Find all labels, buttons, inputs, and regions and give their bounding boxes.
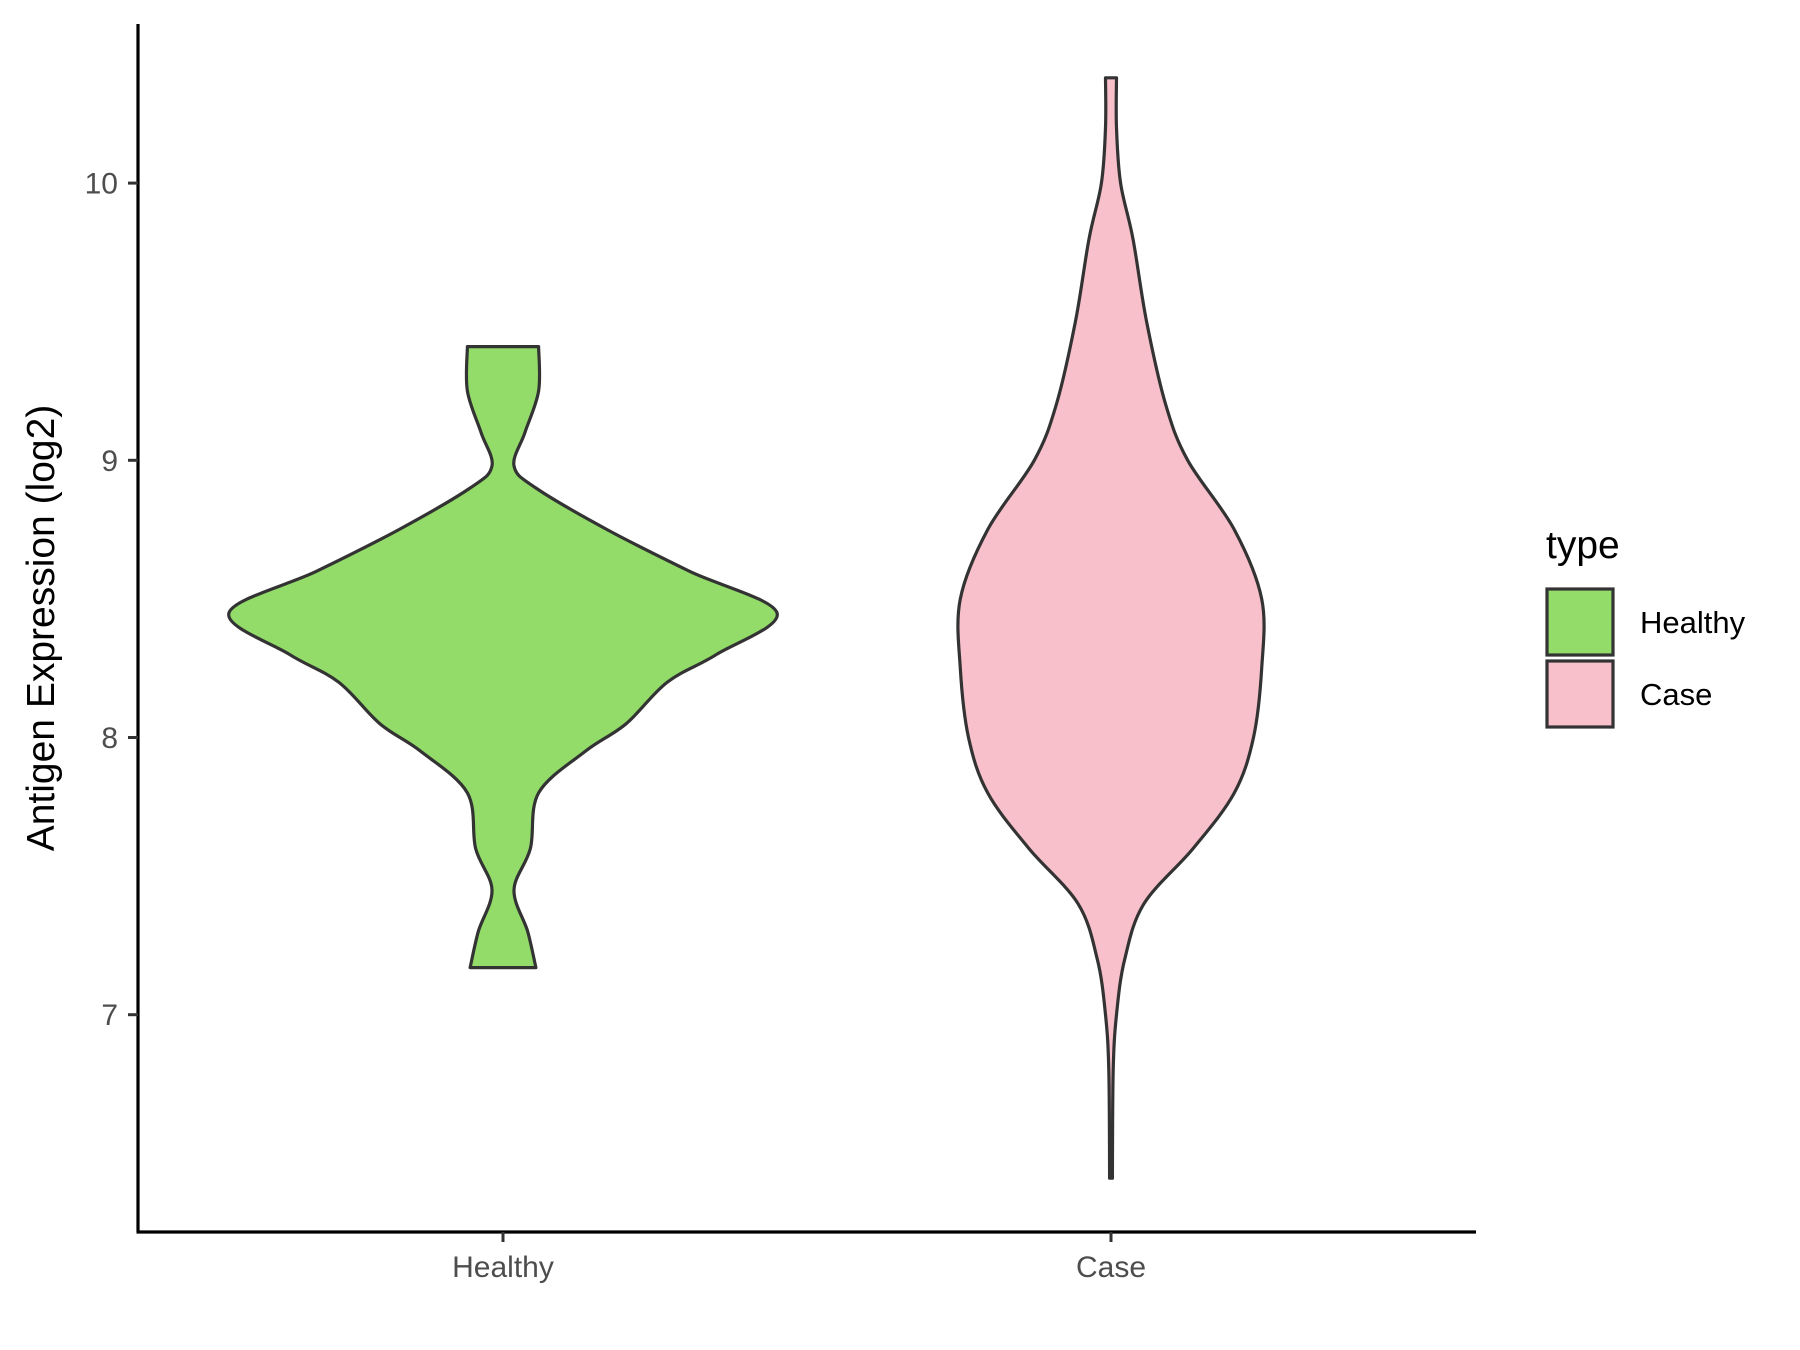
x-axis-ticks: Healthy Case (452, 1232, 1146, 1284)
legend-title: type (1546, 524, 1620, 567)
y-tick-label: 10 (85, 168, 118, 201)
violin-case (956, 76, 1266, 1180)
legend-items: Healthy Case (1545, 587, 1746, 729)
legend-label-case: Case (1640, 677, 1712, 712)
x-tick-label: Case (1076, 1251, 1146, 1284)
y-axis-ticks: 7 8 9 10 (85, 168, 138, 1032)
x-tick-label: Healthy (452, 1251, 554, 1284)
y-tick-label: 8 (101, 722, 118, 755)
y-axis-title: Antigen Expression (log2) (20, 405, 63, 852)
y-tick-label: 9 (101, 445, 118, 478)
legend-key-case (1545, 659, 1615, 729)
violin-layer (227, 76, 1266, 1180)
y-tick-label: 7 (101, 999, 118, 1032)
violin-healthy (227, 345, 779, 970)
legend: type Healthy Case (1545, 524, 1746, 729)
legend-label-healthy: Healthy (1640, 605, 1746, 640)
legend-key-healthy (1545, 587, 1615, 657)
